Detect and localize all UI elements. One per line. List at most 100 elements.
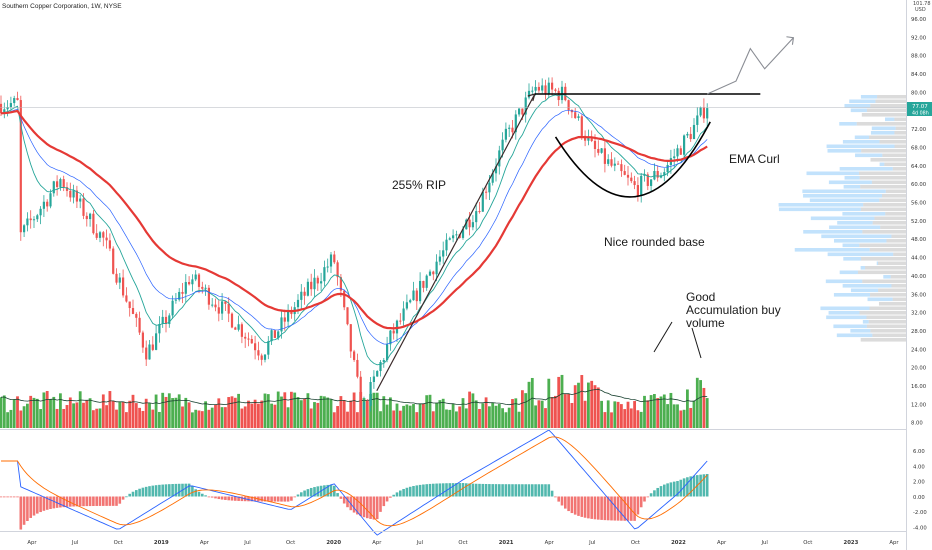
profile-bar bbox=[825, 279, 863, 284]
volume-bar bbox=[613, 401, 617, 428]
macd-histogram-bar bbox=[240, 496, 244, 502]
volume-bar bbox=[200, 411, 204, 428]
candle-body bbox=[112, 248, 115, 274]
macd-axis-label: -2.00 bbox=[913, 510, 927, 516]
macd-histogram-bar bbox=[217, 496, 221, 500]
macd-histogram-bar bbox=[531, 484, 534, 497]
macd-histogram-bar bbox=[49, 496, 52, 510]
volume-bar bbox=[26, 403, 29, 428]
candle-body bbox=[686, 133, 689, 136]
macd-histogram-bar bbox=[587, 496, 590, 519]
volume-bar bbox=[115, 409, 118, 428]
macd-histogram-bar bbox=[432, 483, 435, 497]
candle-body bbox=[108, 240, 111, 249]
candle-body bbox=[118, 277, 121, 283]
candle-body bbox=[349, 324, 352, 352]
candle-body bbox=[230, 313, 234, 328]
price-axis-label: 12.00 bbox=[911, 402, 927, 408]
volume-bar bbox=[342, 400, 346, 428]
candle-body bbox=[600, 148, 603, 153]
time-axis-label: Oct bbox=[286, 540, 295, 546]
macd-histogram-bar bbox=[121, 496, 125, 500]
candle-body bbox=[227, 303, 230, 314]
macd-histogram-bar bbox=[273, 496, 277, 502]
candle-body bbox=[59, 179, 62, 187]
profile-bar bbox=[833, 239, 887, 243]
candle-body bbox=[607, 159, 610, 164]
candle-body bbox=[244, 336, 247, 339]
macd-histogram-bar bbox=[26, 496, 29, 522]
time-axis-label: Jul bbox=[760, 540, 767, 546]
volume-bar bbox=[603, 412, 607, 428]
profile-bar bbox=[836, 333, 873, 338]
macd-histogram-bar bbox=[474, 483, 478, 497]
profile-bar bbox=[879, 140, 906, 144]
volume-bar bbox=[220, 407, 224, 428]
candle-body bbox=[524, 97, 527, 115]
macd-histogram-bar bbox=[194, 489, 197, 497]
macd-histogram-bar bbox=[395, 492, 399, 497]
volume-bar bbox=[488, 406, 491, 428]
volume-bar bbox=[458, 406, 462, 428]
candle-body bbox=[636, 185, 639, 196]
volume-bar bbox=[646, 400, 650, 428]
candle-body bbox=[95, 233, 98, 238]
candle-body bbox=[699, 107, 702, 116]
volume-bar bbox=[313, 402, 316, 428]
profile-bar bbox=[892, 167, 906, 171]
macd-histogram-bar bbox=[567, 496, 570, 512]
volume-bar bbox=[560, 374, 564, 428]
profile-bar bbox=[857, 270, 906, 275]
candle-body bbox=[445, 239, 448, 251]
volume-bar bbox=[62, 408, 66, 428]
candle-body bbox=[382, 360, 385, 363]
time-axis-label: Jul bbox=[243, 540, 250, 546]
candle-body bbox=[389, 330, 392, 345]
macd-histogram-bar bbox=[507, 484, 511, 497]
profile-bar bbox=[878, 288, 906, 293]
volume-bar bbox=[95, 408, 99, 428]
profile-bar bbox=[859, 176, 906, 180]
volume-bar bbox=[194, 409, 198, 428]
candle-body bbox=[145, 347, 148, 360]
volume-bar bbox=[233, 397, 237, 428]
volume-bar bbox=[385, 404, 389, 428]
candle-body bbox=[46, 201, 49, 207]
candle-body bbox=[666, 164, 669, 173]
price-axis-label: 8.00 bbox=[911, 421, 923, 427]
profile-bar bbox=[810, 216, 875, 221]
volume-bar bbox=[679, 410, 683, 428]
macd-line bbox=[1, 429, 708, 536]
macd-histogram-bar bbox=[276, 496, 280, 502]
macd-histogram-bar bbox=[636, 496, 640, 515]
candle-body bbox=[359, 376, 362, 410]
price-axis-label: 48.00 bbox=[911, 237, 927, 243]
volume-bar bbox=[257, 403, 260, 428]
profile-bar bbox=[870, 158, 906, 162]
macd-histogram-bar bbox=[375, 496, 379, 520]
macd-histogram-bar bbox=[151, 485, 155, 497]
volume-bar bbox=[633, 401, 636, 428]
volume-bar bbox=[699, 380, 702, 428]
time-axis-label: 2021 bbox=[499, 540, 514, 546]
candle-body bbox=[504, 128, 507, 140]
candle-body bbox=[471, 222, 474, 228]
profile-bar bbox=[868, 320, 906, 324]
candle-body bbox=[633, 181, 636, 186]
candle-body bbox=[13, 98, 16, 104]
volume-bar bbox=[629, 408, 633, 428]
candle-body bbox=[158, 323, 161, 334]
macd-axis-label: 2.00 bbox=[913, 480, 925, 486]
macd-histogram-bar bbox=[3, 496, 6, 498]
profile-bar bbox=[890, 275, 906, 279]
volume-bar bbox=[616, 401, 620, 428]
macd-histogram-bar bbox=[633, 496, 636, 521]
profile-bar bbox=[861, 113, 906, 117]
volume-bar bbox=[382, 396, 386, 428]
profile-bar bbox=[803, 194, 882, 198]
macd-histogram-bar bbox=[705, 473, 709, 497]
volume-bar bbox=[171, 398, 174, 428]
volume-bar bbox=[72, 403, 75, 428]
profile-bar bbox=[850, 288, 879, 293]
